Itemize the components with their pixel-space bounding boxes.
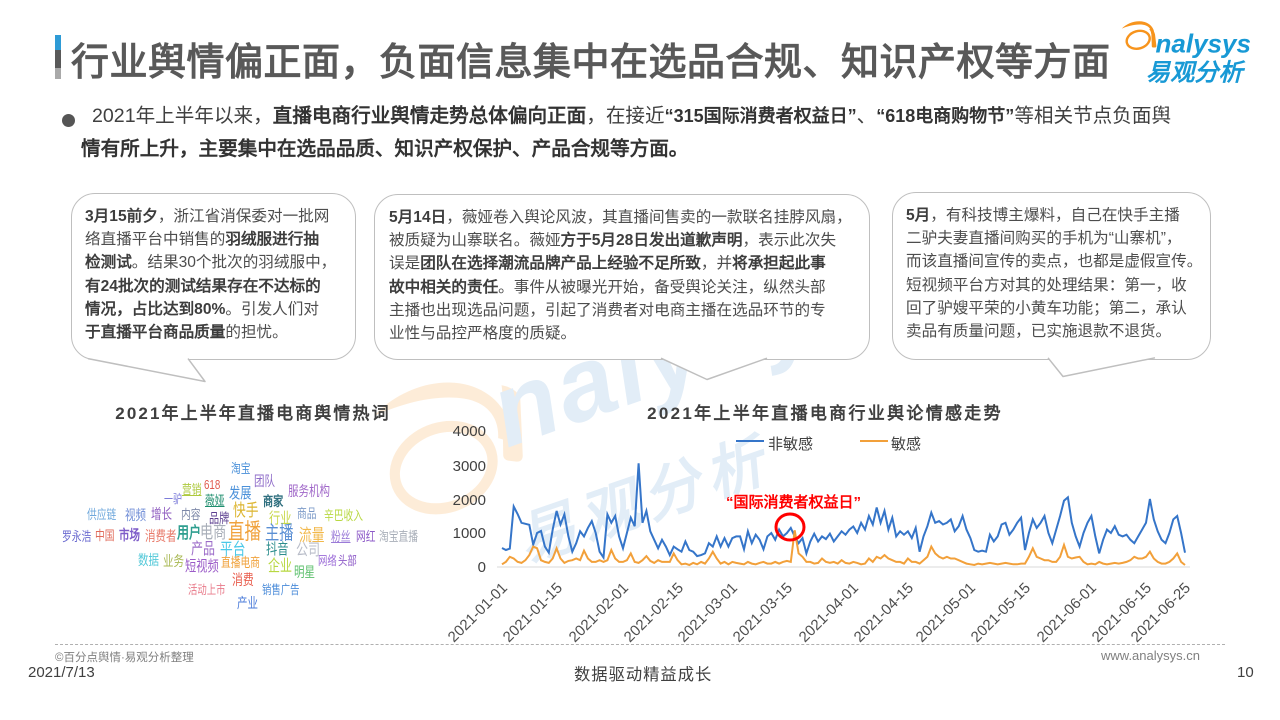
svg-text:nalysys: nalysys: [1156, 29, 1251, 59]
svg-text:易观分析: 易观分析: [1146, 60, 1246, 87]
